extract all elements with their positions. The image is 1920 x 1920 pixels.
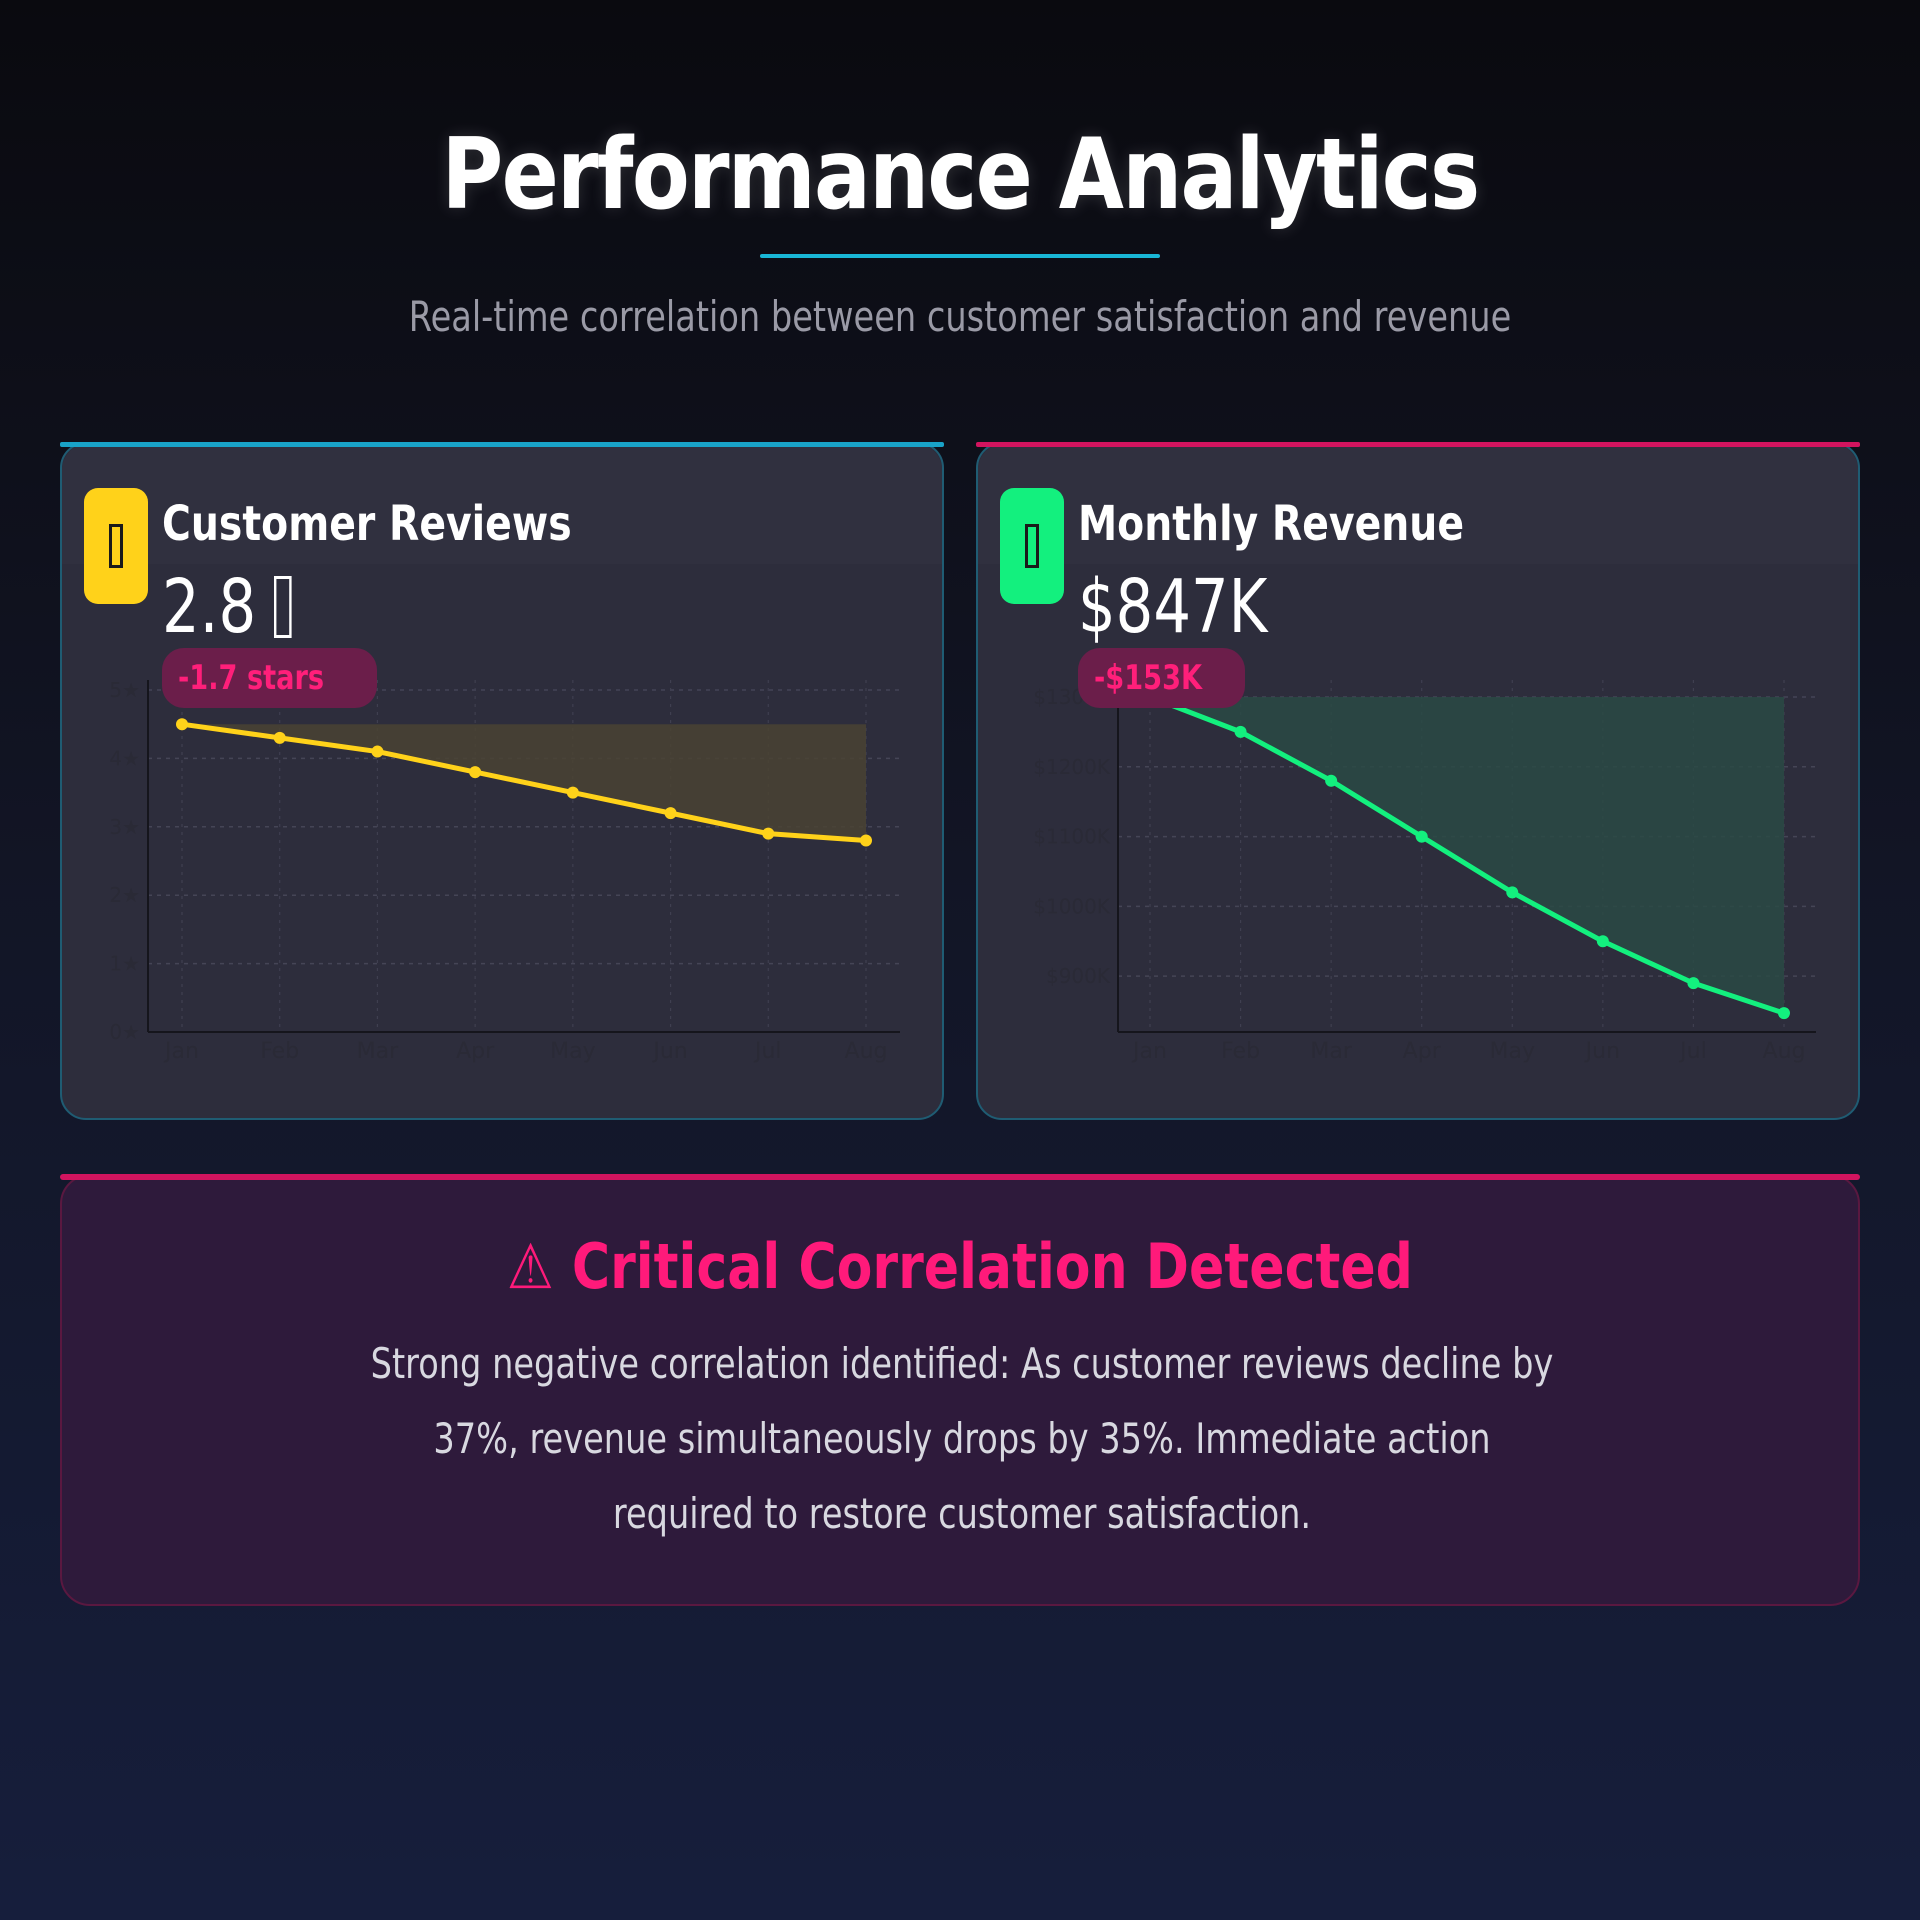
y-tick-label: $1100K [1033, 825, 1111, 849]
page-subtitle: Real-time correlation between customer s… [408, 292, 1512, 341]
y-tick-label: 5★ [109, 678, 140, 702]
x-tick-label: Feb [260, 1039, 299, 1064]
x-tick-label: Aug [845, 1039, 888, 1064]
y-tick-label: 3★ [109, 815, 140, 839]
title-underline [760, 254, 1160, 258]
data-point [469, 766, 482, 779]
star-glyph-icon [273, 576, 292, 638]
x-tick-label: Jan [1131, 1039, 1167, 1064]
x-tick-label: Jul [1678, 1039, 1707, 1064]
icon-glyph [1025, 524, 1039, 568]
star-icon [84, 488, 148, 604]
x-tick-label: Jun [651, 1039, 687, 1064]
card-accent-line [976, 442, 1860, 447]
data-point [371, 745, 384, 758]
x-tick-label: Feb [1221, 1039, 1260, 1064]
page-title: Performance Analytics [441, 118, 1481, 232]
data-point [762, 827, 775, 840]
value-text: $847K [1078, 564, 1268, 650]
x-tick-label: Jul [753, 1039, 782, 1064]
y-tick-label: $1200K [1033, 755, 1111, 779]
alert-text: Strong negative correlation identified: … [370, 1339, 1554, 1538]
data-point [1234, 725, 1247, 738]
card-title: Monthly Revenue [1078, 496, 1465, 552]
area-fill [1150, 696, 1784, 1014]
x-tick-label: Aug [1763, 1039, 1806, 1064]
data-point [273, 731, 286, 744]
alert-title: ⚠ Critical Correlation Detected [507, 1230, 1413, 1303]
customer-reviews-card: 0★ 1★ 2★ 3★ 4★ 5★ Jan Feb Mar Apr May Jun Jul Aug Cus… [60, 442, 944, 1120]
x-tick-label: Apr [1403, 1039, 1442, 1064]
data-point [566, 786, 579, 799]
x-tick-label: Jun [1584, 1039, 1620, 1064]
y-tick-label: 4★ [109, 746, 140, 770]
card-accent-line [60, 442, 944, 447]
y-tick-label: $1000K [1033, 894, 1111, 918]
y-tick-label: 1★ [109, 952, 140, 976]
data-point [1325, 774, 1338, 787]
data-point [1596, 935, 1609, 948]
data-point [176, 718, 188, 731]
card-value: $847K [1078, 564, 1267, 650]
alert-box: ⚠ Critical Correlation Detected Strong n… [60, 1174, 1860, 1606]
series-line [1147, 694, 1787, 1016]
monthly-revenue-card: $900K $1000K $1100K $1200K $1300K Jan Feb Mar Ap… [976, 442, 1860, 1120]
reviews-chart: 0★ 1★ 2★ 3★ 4★ 5★ Jan Feb Mar Apr May Jun Jul Aug [109, 678, 900, 1064]
card-title: Customer Reviews [162, 496, 572, 552]
y-tick-label: $900K [1046, 964, 1111, 988]
x-tick-label: Apr [456, 1039, 495, 1064]
x-tick-label: Mar [1310, 1039, 1352, 1064]
data-point [664, 807, 677, 820]
x-tick-label: Jan [163, 1039, 199, 1064]
change-badge: -$153K [1078, 648, 1246, 708]
data-point [1506, 886, 1519, 899]
x-tick-label: Mar [357, 1039, 399, 1064]
change-text: -$153K [1094, 658, 1203, 698]
money-icon [1000, 488, 1064, 604]
card-value: 2.8 [162, 564, 292, 650]
x-tick-label: May [1490, 1039, 1535, 1064]
card-header [978, 444, 1858, 564]
change-text: -1.7 stars [178, 658, 325, 698]
series-line [179, 721, 869, 843]
card-header [62, 444, 942, 564]
value-text: 2.8 [162, 564, 257, 650]
data-point [1778, 1007, 1790, 1020]
change-badge: -1.7 stars [162, 648, 377, 708]
icon-glyph [109, 524, 123, 568]
y-tick-label: 0★ [109, 1020, 140, 1044]
x-tick-label: May [550, 1039, 595, 1064]
y-tick-label: 2★ [109, 883, 140, 907]
data-point [1687, 977, 1700, 990]
data-point [1415, 830, 1428, 843]
alert-accent-line [60, 1174, 1860, 1180]
data-point [860, 834, 872, 847]
